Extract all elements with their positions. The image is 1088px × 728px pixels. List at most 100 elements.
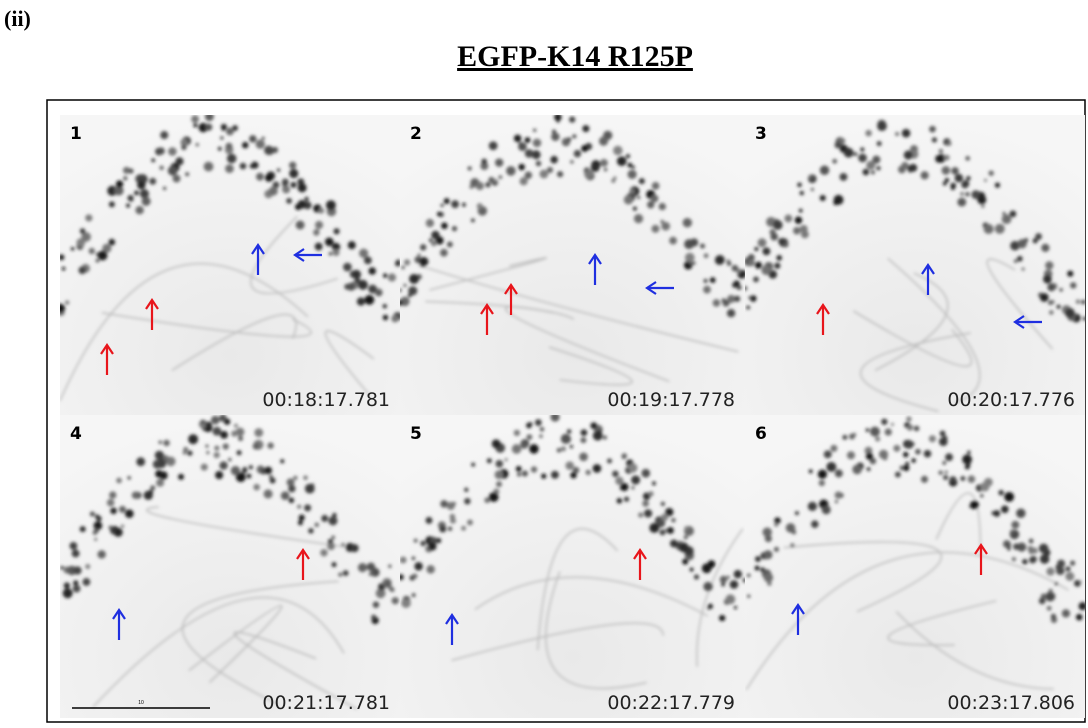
keratin-dot [834,500,838,504]
keratin-dot [60,254,65,261]
keratin-dot [93,528,99,534]
keratin-dot [795,511,799,516]
keratin-dot [471,462,476,467]
keratin-dot [1070,282,1077,289]
keratin-dot [808,174,813,179]
filament [874,272,949,372]
filament [146,506,352,549]
arrow-head [445,613,459,625]
keratin-dot [139,189,149,199]
keratin-dot [957,197,967,207]
keratin-dot [134,190,139,196]
keratin-dot [665,507,674,517]
keratin-dot [613,176,617,180]
keratin-dot [836,492,841,498]
keratin-dot [85,214,93,222]
keratin-dot [983,178,988,182]
keratin-dot [661,221,671,231]
keratin-dot [903,150,913,160]
keratin-dot [180,138,189,147]
keratin-dot [1039,293,1049,302]
keratin-dot [784,214,793,223]
keratin-dot [234,423,238,428]
keratin-dot [709,277,716,283]
keratin-dot [1004,491,1015,502]
keratin-dot [347,282,356,291]
keratin-dot [495,158,504,167]
keratin-dot [642,500,649,507]
keratin-dot [185,172,190,177]
keratin-dot [994,182,1001,188]
keratin-dot [289,161,297,169]
keratin-dot [88,247,95,255]
panel-number: 3 [755,124,767,144]
keratin-dot [1001,214,1012,224]
keratin-dot [448,526,453,531]
keratin-dot [356,297,366,306]
keratin-dot [915,448,921,455]
keratin-dot [810,187,815,192]
filament [429,257,547,291]
panel-label: (ii) [4,6,31,31]
keratin-dot [659,529,666,536]
keratin-dot [980,482,990,492]
keratin-dot [998,489,1004,496]
keratin-dot [550,470,559,479]
keratin-dot [1054,582,1058,586]
keratin-dot [651,182,660,190]
keratin-dot [632,206,637,211]
keratin-dot [528,422,533,426]
keratin-dot [293,475,298,481]
keratin-dot [113,527,123,537]
keratin-dot [96,515,102,522]
keratin-dot [263,489,273,499]
keratin-dot [550,415,560,422]
keratin-dot [515,465,522,472]
keratin-dot [529,444,539,454]
keratin-dot [649,522,660,533]
keratin-dot [239,162,247,170]
keratin-dot [1078,602,1085,611]
keratin-dot [1056,566,1065,576]
keratin-dot [167,165,178,176]
keratin-dot [124,509,134,519]
keratin-dot [942,181,947,186]
keratin-dot [1038,597,1046,605]
arrow [974,543,988,575]
keratin-dot [621,455,626,459]
keratin-dot [464,487,469,493]
keratin-dot [1029,555,1037,563]
keratin-dot [628,463,638,473]
keratin-dot [923,449,932,458]
keratin-dot [417,253,421,257]
keratin-dot [799,190,805,196]
keratin-dot [518,142,527,151]
keratin-dot [419,257,429,267]
keratin-dot [703,581,713,592]
keratin-dot [631,165,635,169]
keratin-dot [582,125,590,133]
keratin-dot [205,444,209,448]
keratin-dot [826,461,837,472]
keratin-dot [205,123,213,131]
keratin-dot [808,469,813,474]
keratin-dot [834,141,842,149]
keratin-dot [1028,538,1034,544]
keratin-dot [249,135,257,143]
keratin-dot [471,218,475,223]
arrow [296,548,310,580]
texture [400,115,745,386]
arrow-head [791,603,805,615]
keratin-dot [304,504,312,512]
arrow [588,253,602,285]
keratin-dot [811,520,819,528]
keratin-dot [476,203,483,209]
keratin-dot [941,166,951,175]
keratin-dot [950,186,955,191]
keratin-dot [382,314,389,321]
keratin-dot [97,550,106,559]
keratin-dot [585,469,591,476]
keratin-dot [178,473,185,480]
keratin-dot [524,137,531,143]
keratin-dot [965,192,970,197]
